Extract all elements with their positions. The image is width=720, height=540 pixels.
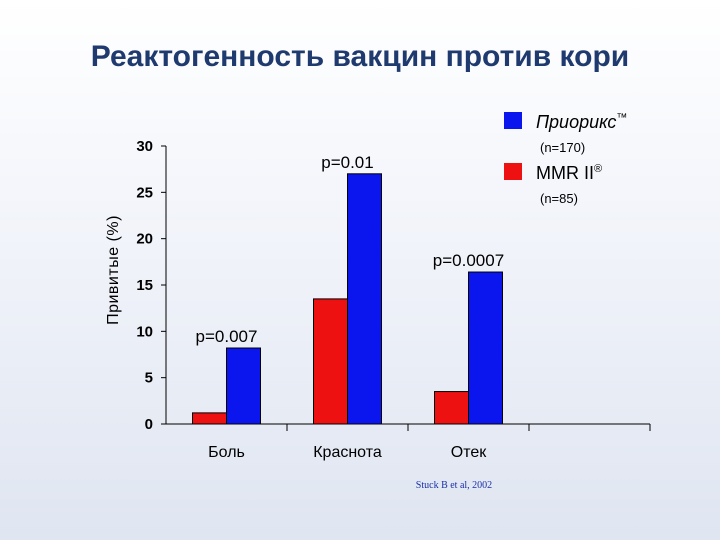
legend-n-label: (n=85) bbox=[540, 191, 578, 206]
bars bbox=[192, 173, 503, 425]
bar-priorix bbox=[347, 173, 382, 425]
y-axis-ticks: 0 5 10 15 20 25 30 bbox=[136, 138, 166, 433]
bar-mmr bbox=[313, 298, 348, 425]
y-tick-label: 25 bbox=[136, 184, 153, 201]
x-category-label: Отек bbox=[451, 444, 487, 461]
slide-title: Реактогенность вакцин против кори bbox=[90, 40, 630, 73]
x-category-label: Боль bbox=[208, 444, 245, 461]
y-tick-label: 0 bbox=[145, 416, 153, 433]
y-tick-label: 10 bbox=[136, 323, 153, 340]
legend-swatch bbox=[504, 112, 522, 129]
bar-priorix bbox=[468, 271, 503, 425]
p-value-label: p=0.007 bbox=[196, 327, 258, 346]
legend-label: MMR II® bbox=[536, 163, 602, 183]
legend-label-mark: ™ bbox=[616, 112, 627, 124]
legend-label-mark: ® bbox=[594, 163, 602, 175]
legend-label-main: MMR II bbox=[536, 163, 594, 183]
y-tick-label: 5 bbox=[145, 370, 153, 387]
p-value-annotations: p=0.007 p=0.01 p=0.0007 bbox=[196, 153, 505, 346]
bar-mmr bbox=[192, 412, 227, 425]
p-value-label: p=0.01 bbox=[321, 153, 373, 172]
legend-label-main: Приорикс bbox=[536, 112, 616, 132]
y-tick-label: 30 bbox=[136, 138, 153, 155]
x-axis-categories: Боль Краснота Отек bbox=[208, 424, 651, 461]
bar-priorix bbox=[226, 347, 261, 425]
legend: Приорикс™ (n=170) MMR II® (n=85) bbox=[504, 112, 627, 206]
y-tick-label: 15 bbox=[136, 277, 153, 294]
legend-n-label: (n=170) bbox=[540, 140, 585, 155]
y-axis-label: Привитые (%) bbox=[105, 215, 122, 325]
y-tick-label: 20 bbox=[136, 231, 153, 248]
legend-label: Приорикс™ bbox=[536, 112, 627, 132]
bar-mmr bbox=[434, 391, 469, 425]
legend-swatch bbox=[504, 163, 522, 180]
p-value-label: p=0.0007 bbox=[433, 251, 504, 270]
x-category-label: Краснота bbox=[313, 444, 382, 461]
source-citation: Stuck B et al, 2002 bbox=[416, 480, 492, 491]
